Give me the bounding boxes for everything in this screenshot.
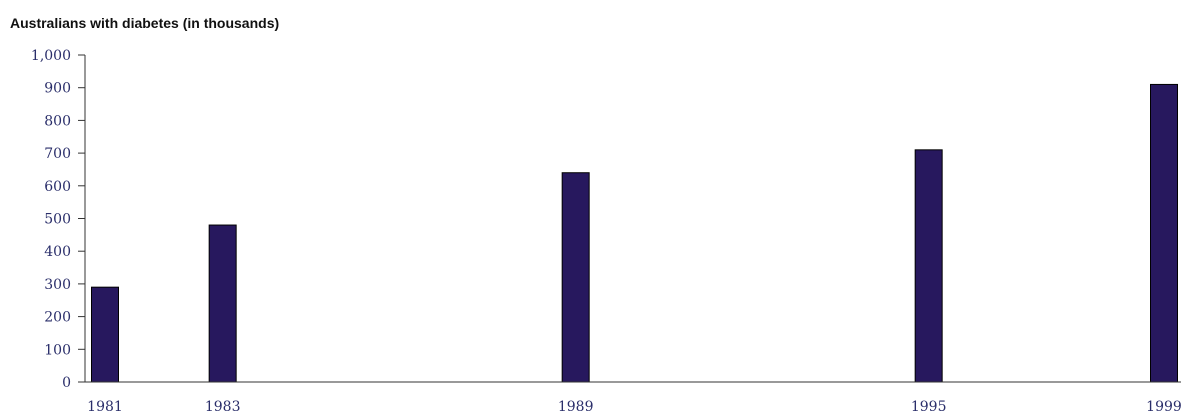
y-tick-label: 1,000 [31, 48, 71, 64]
x-tick-label: 1983 [205, 399, 241, 414]
y-tick-label: 400 [44, 244, 71, 260]
y-tick-label: 700 [44, 146, 71, 162]
y-tick-label: 800 [44, 113, 71, 129]
y-tick-label: 300 [44, 277, 71, 293]
bars [91, 83, 1178, 383]
y-tick-label: 600 [44, 179, 71, 195]
x-tick-label: 1999 [1146, 399, 1181, 414]
y-tick-label: 900 [44, 81, 71, 97]
x-tick-label: 1995 [911, 399, 947, 414]
bar-1995 [914, 149, 943, 383]
x-axis: 1981 1983 1989 1995 1999 [85, 381, 1181, 414]
y-tick-label: 200 [44, 310, 71, 326]
bar-1983 [208, 224, 237, 383]
bar-1989 [561, 172, 590, 383]
y-tick-label: 100 [44, 342, 71, 358]
y-tick-label: 0 [62, 375, 71, 391]
bar-1981 [91, 286, 119, 383]
chart-title: Australians with diabetes (in thousands) [10, 15, 280, 31]
x-tick-label: 1981 [87, 399, 123, 414]
x-tick-label: 1989 [558, 399, 594, 414]
y-tick-label: 500 [44, 212, 71, 228]
bar-1999 [1150, 83, 1178, 383]
y-axis: 0 100 200 300 400 500 600 700 800 900 1,000 [31, 48, 86, 391]
